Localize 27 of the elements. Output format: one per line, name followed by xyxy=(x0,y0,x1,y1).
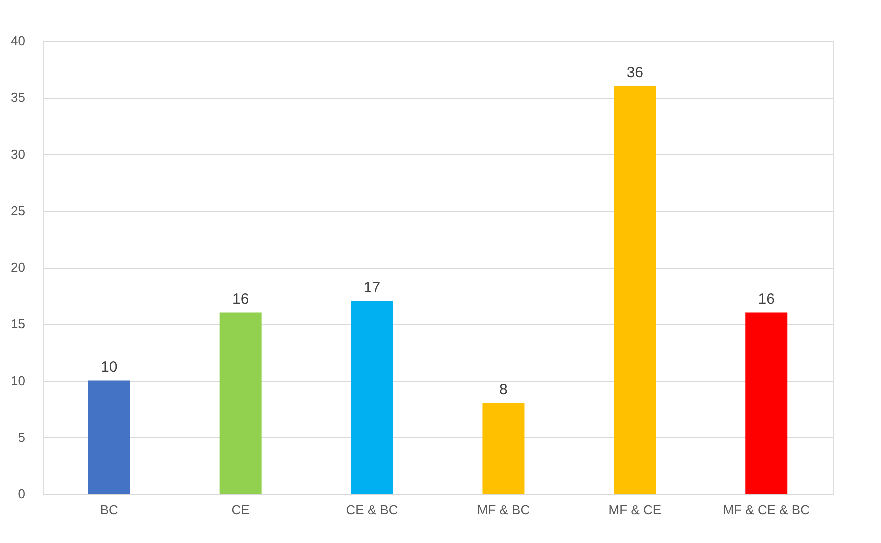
data-label: 10 xyxy=(101,358,118,376)
y-tick-label: 0 xyxy=(18,486,26,502)
x-tick-label: CE xyxy=(232,502,250,518)
data-label: 36 xyxy=(626,64,644,82)
bar xyxy=(482,403,525,494)
bar xyxy=(220,312,262,494)
bar xyxy=(351,301,394,494)
y-tick-label: 10 xyxy=(11,373,26,388)
x-tick-label: CE & BC xyxy=(346,502,398,518)
y-tick-label: 20 xyxy=(11,260,26,275)
y-tick-label: 35 xyxy=(11,90,26,106)
y-tick-label: 30 xyxy=(11,146,26,162)
data-label: 16 xyxy=(758,290,775,308)
y-tick-label: 40 xyxy=(11,34,26,48)
data-label: 16 xyxy=(232,290,250,308)
x-tick-label: MF & CE xyxy=(608,502,662,518)
y-tick-label: 25 xyxy=(11,203,26,218)
data-label: 17 xyxy=(364,279,381,296)
data-label: 8 xyxy=(500,381,508,398)
bar xyxy=(88,380,130,494)
bar xyxy=(746,312,788,494)
x-tick-label: MF & CE & BC xyxy=(723,502,810,518)
x-tick-label: BC xyxy=(100,502,118,518)
x-tick-label: MF & BC xyxy=(477,502,530,518)
y-tick-label: 15 xyxy=(11,316,26,332)
y-tick-label: 5 xyxy=(18,430,26,445)
bar xyxy=(614,86,656,494)
